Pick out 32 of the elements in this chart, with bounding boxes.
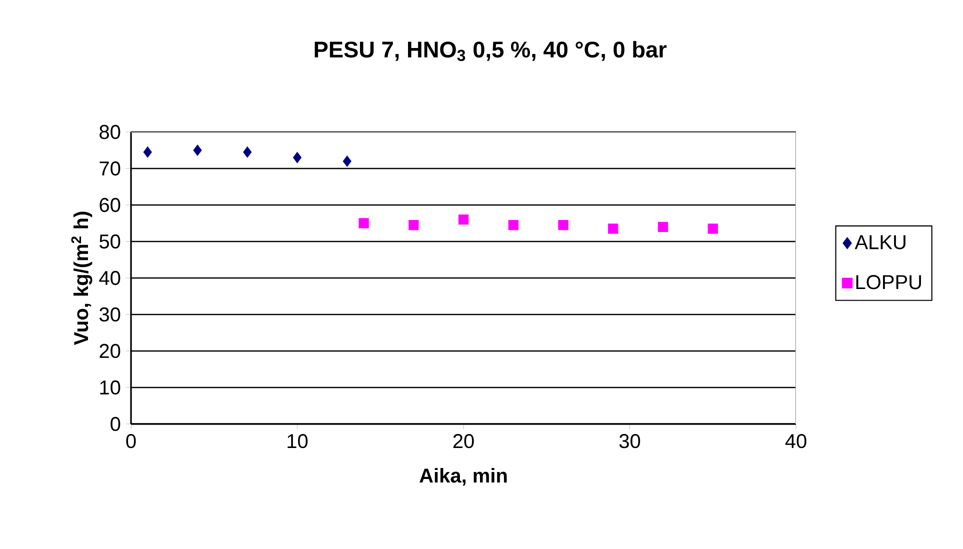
y-tick-label: 30 — [99, 307, 120, 322]
y-tick-label: 40 — [99, 270, 120, 286]
point — [292, 152, 302, 164]
chart-title: PESU 7, HNO$_{3}$ 0,5 %, 40 °C, 0 bar — [314, 40, 667, 62]
x-tick-label: 40 — [785, 434, 806, 448]
y-tick-label: 0 — [110, 416, 120, 432]
point — [608, 224, 618, 234]
point — [143, 146, 152, 158]
point — [342, 156, 352, 167]
point — [458, 214, 469, 225]
point — [708, 224, 718, 234]
legend-label: ALKU — [854, 235, 906, 250]
point — [408, 220, 419, 230]
y-tick-label: 60 — [100, 198, 120, 212]
y-tick-label: 80 — [100, 124, 120, 140]
point — [558, 220, 568, 230]
y-tick-label: 20 — [100, 344, 120, 358]
legend-label: LOPPU — [856, 275, 921, 290]
x-tick-label: 30 — [619, 434, 640, 448]
x-axis-title: Aika, min — [420, 468, 507, 486]
y-tick-label: 10 — [100, 380, 120, 395]
y-tick-label: 70 — [100, 161, 120, 176]
point — [243, 146, 252, 158]
x-tick-label: 0 — [126, 434, 136, 448]
y-tick-label: 50 — [100, 234, 120, 249]
y-axis-title: Vuo, kg/(m$^{2}$ h) — [71, 212, 92, 346]
x-tick-label: 10 — [288, 434, 308, 448]
point — [358, 218, 369, 228]
point — [508, 220, 518, 230]
point — [658, 222, 668, 232]
x-tick-label: 20 — [453, 434, 474, 448]
point — [193, 144, 202, 156]
